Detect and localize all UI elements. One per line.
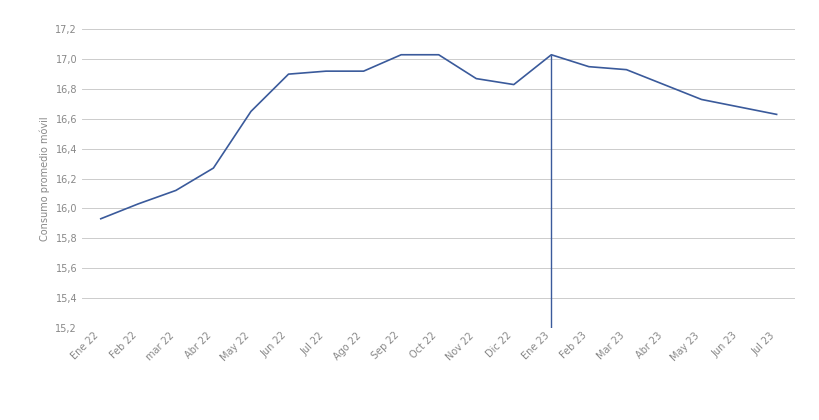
Y-axis label: Consumo promedio móvil: Consumo promedio móvil xyxy=(39,116,50,241)
